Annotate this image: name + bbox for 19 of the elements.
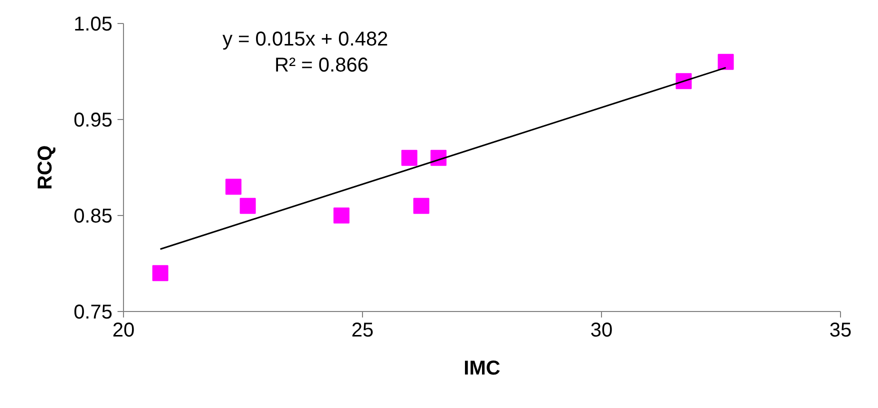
y-tick-label: 0.95 <box>74 110 113 132</box>
point <box>225 178 242 195</box>
point <box>401 150 418 166</box>
point <box>333 208 350 224</box>
point <box>240 198 256 214</box>
point <box>413 198 430 214</box>
annotation: R² = 0.866 <box>274 54 368 76</box>
y-tick-label: 0.85 <box>74 206 113 228</box>
x-tick-label: 25 <box>351 320 374 342</box>
point <box>718 54 734 70</box>
x-tick-label: 20 <box>112 320 135 342</box>
point <box>152 265 168 282</box>
annotation: y = 0.015x + 0.482 <box>222 28 388 50</box>
x-tick-label: 35 <box>829 320 852 342</box>
x-axis-title: IMC <box>464 358 500 380</box>
y-axis-title: RCQ <box>34 145 57 190</box>
y-tick-label: 0.75 <box>74 302 113 324</box>
x-tick-label: 30 <box>590 320 613 342</box>
y-tick-label: 1.05 <box>74 14 113 36</box>
